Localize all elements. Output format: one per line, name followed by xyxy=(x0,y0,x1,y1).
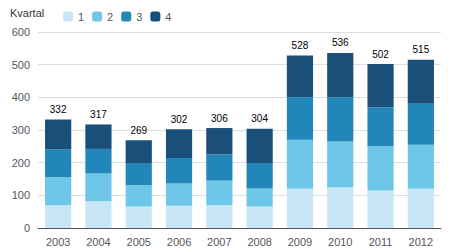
svg-text:317: 317 xyxy=(90,109,107,120)
svg-text:2004: 2004 xyxy=(86,236,110,248)
svg-text:0: 0 xyxy=(24,222,30,234)
svg-text:304: 304 xyxy=(251,113,268,124)
svg-text:2008: 2008 xyxy=(247,236,271,248)
svg-text:1: 1 xyxy=(78,11,84,23)
svg-text:300: 300 xyxy=(12,124,30,136)
svg-text:515: 515 xyxy=(413,44,430,55)
svg-text:302: 302 xyxy=(171,114,188,125)
svg-text:Kvartal: Kvartal xyxy=(10,7,44,19)
svg-text:2011: 2011 xyxy=(369,236,393,248)
svg-text:528: 528 xyxy=(292,40,309,51)
svg-text:600: 600 xyxy=(12,26,30,38)
svg-text:400: 400 xyxy=(12,91,30,103)
svg-text:332: 332 xyxy=(50,104,67,115)
svg-text:3: 3 xyxy=(136,11,142,23)
svg-text:200: 200 xyxy=(12,157,30,169)
svg-text:100: 100 xyxy=(12,189,30,201)
svg-text:2009: 2009 xyxy=(288,236,312,248)
svg-text:2007: 2007 xyxy=(207,236,231,248)
svg-text:2005: 2005 xyxy=(127,236,151,248)
svg-text:500: 500 xyxy=(12,59,30,71)
svg-text:2006: 2006 xyxy=(167,236,191,248)
svg-text:2: 2 xyxy=(107,11,113,23)
svg-text:502: 502 xyxy=(372,49,389,60)
svg-text:306: 306 xyxy=(211,113,228,124)
svg-text:536: 536 xyxy=(332,37,349,48)
svg-text:2010: 2010 xyxy=(328,236,352,248)
svg-text:2003: 2003 xyxy=(46,236,70,248)
svg-text:2012: 2012 xyxy=(409,236,433,248)
svg-text:269: 269 xyxy=(130,125,147,136)
svg-text:4: 4 xyxy=(165,11,171,23)
